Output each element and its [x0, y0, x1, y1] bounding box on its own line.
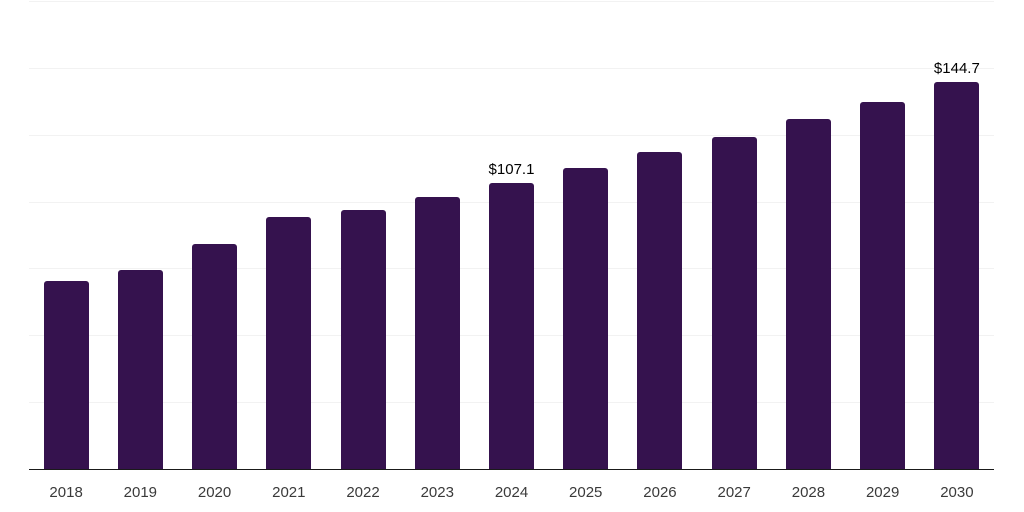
bar-2018	[43, 280, 89, 469]
tick-label-2029: 2029	[865, 484, 900, 501]
bar-2022	[340, 209, 386, 469]
tick-label-2027: 2027	[717, 484, 751, 501]
bar-2030	[934, 82, 980, 469]
gridline-125	[29, 134, 994, 136]
gridline-150	[29, 67, 994, 69]
plot-area: $107.1 $144.7	[29, 1, 994, 470]
bar-2021	[266, 216, 312, 469]
bar-2019	[117, 270, 163, 469]
tick-label-2028: 2028	[791, 484, 826, 501]
tick-label-2025: 2025	[569, 484, 603, 501]
tick-label-2024: 2024	[494, 484, 529, 501]
data-label-2024: $107.1	[488, 160, 535, 178]
tick-label-2021: 2021	[272, 484, 306, 501]
tick-label-2022: 2022	[346, 484, 380, 501]
bar-2025	[563, 168, 609, 469]
tick-label-2018: 2018	[49, 484, 83, 501]
bar-2028	[785, 119, 831, 469]
tick-label-2019: 2019	[123, 484, 158, 501]
bar-2020	[192, 244, 238, 469]
bar-2026	[637, 152, 683, 469]
tick-label-2020: 2020	[197, 484, 232, 501]
bar-2027	[711, 136, 757, 469]
tick-label-2023: 2023	[420, 484, 454, 501]
bar-2024	[489, 182, 534, 469]
gridline-175	[29, 1, 994, 2]
tick-label-2026: 2026	[643, 484, 677, 501]
tick-label-2030: 2030	[940, 484, 974, 501]
bar-2023	[414, 196, 460, 469]
bar-2029	[860, 101, 906, 469]
data-label-2030: $144.7	[933, 60, 980, 78]
